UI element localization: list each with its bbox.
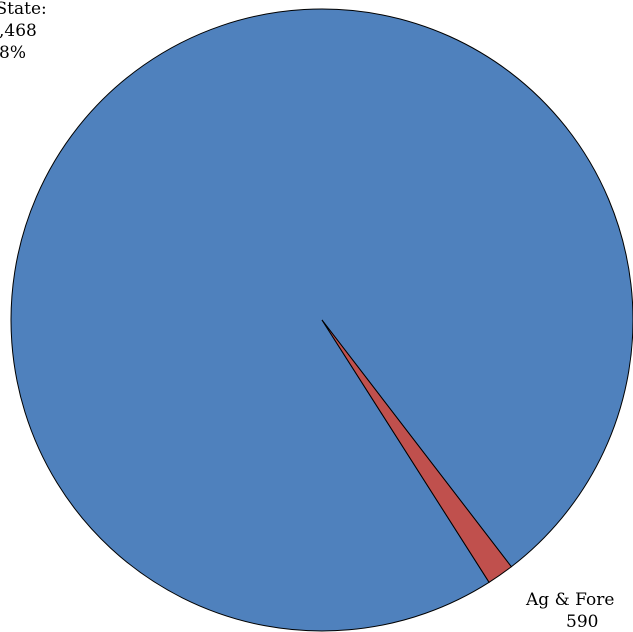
slice-label-rest-of-state-line1: r State: xyxy=(0,0,47,19)
pie-slice-ag-forestry xyxy=(321,319,513,583)
pie-slices xyxy=(10,8,633,632)
pie-labels: r State: ,468 8% Ag & Fore 590 xyxy=(0,0,614,632)
slice-label-rest-of-state-line2: ,468 xyxy=(0,21,37,41)
slice-label-ag-forestry-line2: 590 xyxy=(566,612,598,632)
slice-label-ag-forestry-line1: Ag & Fore xyxy=(525,590,614,610)
slice-label-rest-of-state-line3: 8% xyxy=(0,43,26,63)
